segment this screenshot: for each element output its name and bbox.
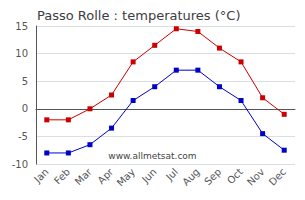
svg-text:Aug: Aug bbox=[180, 166, 202, 188]
svg-text:Passo Rolle : temperatures (°C: Passo Rolle : temperatures (°C) bbox=[37, 8, 240, 23]
svg-text:Apr: Apr bbox=[95, 165, 116, 186]
svg-text:-5: -5 bbox=[18, 131, 28, 142]
svg-text:Mar: Mar bbox=[73, 165, 95, 187]
svg-text:0: 0 bbox=[22, 103, 28, 114]
svg-text:Feb: Feb bbox=[52, 166, 72, 186]
svg-text:May: May bbox=[115, 166, 137, 188]
svg-text:5: 5 bbox=[22, 76, 28, 87]
svg-text:Jun: Jun bbox=[139, 166, 159, 186]
svg-text:Nov: Nov bbox=[245, 166, 267, 188]
svg-text:www.allmetsat.com: www.allmetsat.com bbox=[108, 151, 196, 161]
svg-text:-10: -10 bbox=[12, 159, 28, 170]
svg-text:Jul: Jul bbox=[163, 166, 180, 183]
svg-text:Dec: Dec bbox=[267, 166, 288, 187]
svg-text:15: 15 bbox=[15, 21, 28, 32]
svg-text:Sep: Sep bbox=[202, 166, 223, 187]
svg-text:10: 10 bbox=[15, 48, 28, 59]
svg-text:Oct: Oct bbox=[225, 166, 245, 186]
svg-text:Jan: Jan bbox=[31, 166, 50, 185]
